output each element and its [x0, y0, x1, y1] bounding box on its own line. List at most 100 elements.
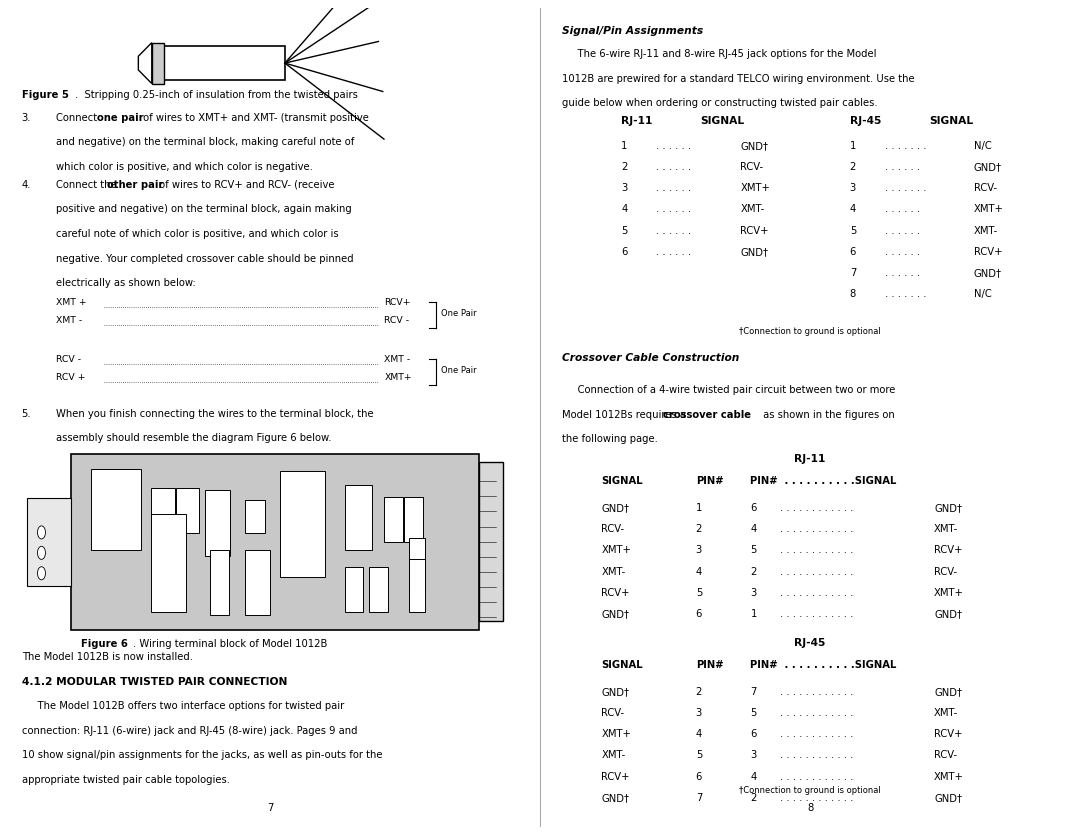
Text: 6: 6: [621, 247, 627, 257]
Text: Signal/Pin Assignments: Signal/Pin Assignments: [562, 27, 703, 37]
Text: . . . . . .: . . . . . .: [656, 226, 691, 236]
Text: GND†: GND†: [741, 247, 769, 257]
Text: . . . . . .: . . . . . .: [885, 247, 920, 257]
Text: connection: RJ-11 (6-wire) jack and RJ-45 (8-wire) jack. Pages 9 and: connection: RJ-11 (6-wire) jack and RJ-4…: [22, 726, 357, 736]
Text: . . . . . . . . . . . .: . . . . . . . . . . . .: [780, 566, 853, 576]
Text: . . . . . . . . . . . .: . . . . . . . . . . . .: [780, 609, 853, 619]
Text: XMT-: XMT-: [741, 204, 765, 214]
Text: RCV-: RCV-: [974, 183, 997, 193]
Text: 5: 5: [751, 545, 757, 555]
Bar: [176, 488, 200, 533]
Text: †Connection to ground is optional: †Connection to ground is optional: [739, 786, 881, 796]
Text: RCV-: RCV-: [602, 708, 624, 718]
Text: 6: 6: [850, 247, 856, 257]
Text: XMT -: XMT -: [384, 355, 410, 364]
Text: 2: 2: [751, 566, 757, 576]
Bar: [211, 550, 229, 615]
Text: . . . . . . . . . . . .: . . . . . . . . . . . .: [780, 686, 853, 696]
Text: Model 1012Bs requires a: Model 1012Bs requires a: [562, 409, 689, 420]
Text: other pair: other pair: [107, 180, 163, 190]
Text: The Model 1012B is now installed.: The Model 1012B is now installed.: [22, 652, 192, 662]
Text: 5: 5: [696, 588, 702, 598]
Text: Connect: Connect: [56, 113, 100, 123]
Text: 5.: 5.: [22, 409, 31, 419]
Text: The 6-wire RJ-11 and 8-wire RJ-45 jack options for the Model: The 6-wire RJ-11 and 8-wire RJ-45 jack o…: [562, 49, 876, 59]
Bar: [409, 559, 426, 612]
Text: GND†: GND†: [602, 793, 630, 803]
Text: of wires to XMT+ and XMT- (transmit positive: of wires to XMT+ and XMT- (transmit posi…: [139, 113, 368, 123]
Text: RCV -: RCV -: [56, 355, 81, 364]
Text: of wires to RCV+ and RCV- (receive: of wires to RCV+ and RCV- (receive: [156, 180, 334, 190]
Text: 4: 4: [621, 204, 627, 214]
Text: XMT+: XMT+: [934, 588, 964, 598]
Bar: [27, 498, 71, 585]
Text: 8: 8: [850, 289, 856, 299]
Bar: [91, 469, 140, 550]
Text: . . . . . . . . . . . .: . . . . . . . . . . . .: [780, 708, 853, 718]
Bar: [161, 46, 285, 80]
Text: SIGNAL: SIGNAL: [929, 116, 973, 126]
Text: . . . . . . . . . . . .: . . . . . . . . . . . .: [780, 545, 853, 555]
Text: 1: 1: [850, 141, 856, 151]
Text: Connect the: Connect the: [56, 180, 120, 190]
Bar: [151, 488, 175, 533]
Text: 2: 2: [850, 162, 856, 172]
Text: XMT-: XMT-: [974, 226, 998, 236]
Bar: [404, 497, 423, 541]
Text: XMT-: XMT-: [602, 751, 625, 761]
Text: RCV -: RCV -: [384, 316, 409, 325]
Text: GND†: GND†: [934, 503, 962, 513]
Text: 4: 4: [850, 204, 856, 214]
Text: XMT-: XMT-: [934, 524, 958, 534]
Text: 7: 7: [267, 803, 273, 813]
Text: 3: 3: [696, 545, 702, 555]
Text: 6: 6: [696, 609, 702, 619]
Text: Figure 5: Figure 5: [22, 90, 68, 100]
Text: . . . . . .: . . . . . .: [656, 183, 691, 193]
Text: 2: 2: [696, 686, 702, 696]
Bar: [152, 43, 164, 83]
Text: RCV+: RCV+: [934, 545, 962, 555]
Text: RCV+: RCV+: [384, 298, 410, 307]
Text: Figure 6: Figure 6: [81, 640, 129, 650]
Text: GND†: GND†: [602, 503, 630, 513]
Text: 1: 1: [696, 503, 702, 513]
Text: 5: 5: [850, 226, 856, 236]
Text: . . . . . .: . . . . . .: [656, 141, 691, 151]
Text: XMT+: XMT+: [741, 183, 770, 193]
Bar: [205, 490, 230, 555]
Text: 4: 4: [696, 566, 702, 576]
Text: .  Stripping 0.25-inch of insulation from the twisted pairs: . Stripping 0.25-inch of insulation from…: [76, 90, 359, 100]
Text: 1012B are prewired for a standard TELCO wiring environment. Use the: 1012B are prewired for a standard TELCO …: [562, 73, 915, 83]
Text: appropriate twisted pair cable topologies.: appropriate twisted pair cable topologie…: [22, 775, 230, 785]
Text: PIN#  . . . . . . . . . .SIGNAL: PIN# . . . . . . . . . .SIGNAL: [751, 660, 896, 670]
Text: RCV+: RCV+: [741, 226, 769, 236]
Text: . . . . . . .: . . . . . . .: [885, 183, 926, 193]
Text: PIN#: PIN#: [696, 476, 724, 486]
Circle shape: [38, 546, 45, 560]
Text: 7: 7: [850, 269, 856, 279]
Bar: [409, 538, 426, 590]
Text: negative. Your completed crossover cable should be pinned: negative. Your completed crossover cable…: [56, 254, 354, 264]
Text: RJ-11: RJ-11: [621, 116, 652, 126]
Text: Crossover Cable Construction: Crossover Cable Construction: [562, 354, 739, 364]
Text: GND†: GND†: [974, 162, 1002, 172]
Text: 3: 3: [696, 708, 702, 718]
Text: N/C: N/C: [974, 141, 991, 151]
Text: GND†: GND†: [602, 686, 630, 696]
Text: 3: 3: [751, 751, 757, 761]
Bar: [345, 485, 372, 550]
Text: XMT+: XMT+: [602, 729, 631, 739]
Text: . . . . . . .: . . . . . . .: [885, 141, 926, 151]
Bar: [478, 462, 503, 621]
Text: guide below when ordering or constructing twisted pair cables.: guide below when ordering or constructin…: [562, 98, 877, 108]
Text: careful note of which color is positive, and which color is: careful note of which color is positive,…: [56, 229, 339, 239]
Text: GND†: GND†: [934, 793, 962, 803]
Text: GND†: GND†: [934, 686, 962, 696]
Text: RCV-: RCV-: [934, 751, 957, 761]
Text: . . . . . .: . . . . . .: [885, 269, 920, 279]
Text: GND†: GND†: [934, 609, 962, 619]
Text: 8: 8: [807, 803, 813, 813]
Text: XMT+: XMT+: [974, 204, 1003, 214]
Bar: [245, 550, 270, 615]
